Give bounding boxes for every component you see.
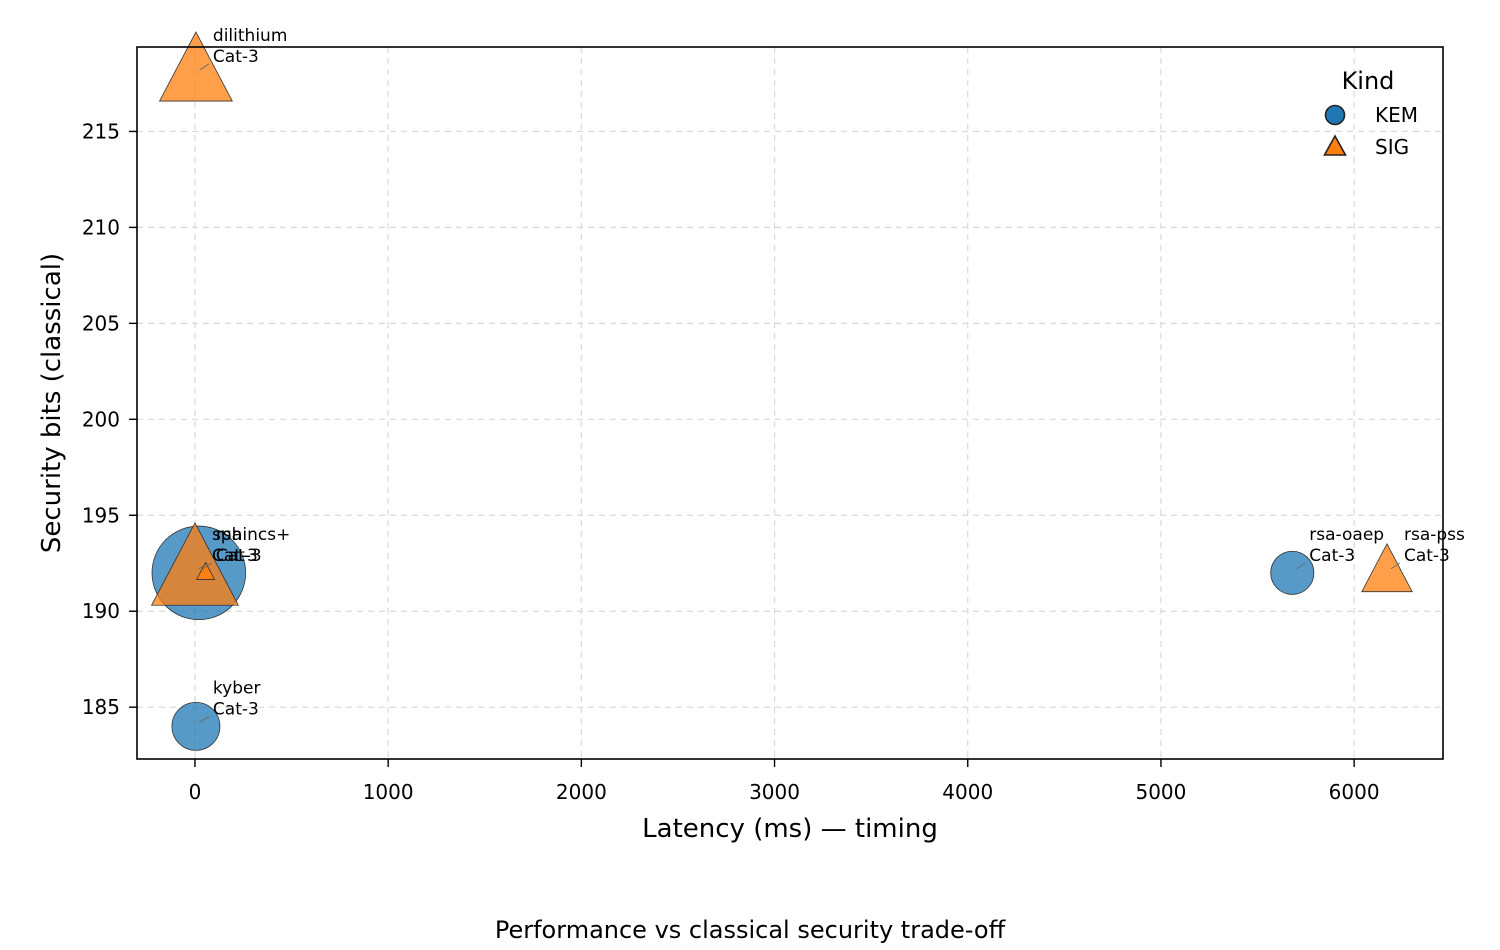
y-axis-ticks: 185 190 195 200 205 210 215: [82, 119, 137, 719]
label-leader-line: [202, 562, 213, 570]
x-tick-label: 0: [189, 780, 202, 804]
y-tick-label: 200: [82, 407, 120, 431]
x-axis-ticks: 0 1000 2000 3000 4000 5000 6000: [189, 759, 1380, 804]
x-axis-label: Latency (ms) — timing: [642, 814, 938, 844]
y-tick-label: 185: [82, 695, 120, 719]
y-tick-label: 210: [82, 215, 120, 239]
label-leader-line: [1390, 562, 1401, 570]
dilithium-sig-marker: [158, 31, 233, 102]
point-name-label: rsa-pss: [1404, 525, 1465, 545]
point-name-label: dilithium: [213, 26, 287, 46]
label-leader-line: [198, 562, 209, 570]
sphincsplus-sig-marker: [150, 522, 240, 606]
y-tick-label: 195: [82, 503, 120, 527]
y-tick-label: 215: [82, 119, 120, 143]
legend-title: Kind: [1342, 67, 1395, 95]
unlabeled-sig-marker: [195, 561, 216, 580]
point-category-label: Cat-3: [212, 546, 258, 566]
plot-frame: [136, 46, 1444, 760]
point-name-label: rsa-oaep: [1309, 525, 1384, 545]
label-leader-line: [199, 63, 210, 71]
x-tick-label: 4000: [942, 780, 993, 804]
legend-kem-marker: [1324, 104, 1346, 126]
x-tick-label: 2000: [556, 780, 607, 804]
point-name-label: sphincs+: [212, 525, 290, 545]
x-tick-label: 6000: [1329, 780, 1380, 804]
y-axis-label: Security bits (classical): [37, 253, 67, 553]
rsa-pss-sig-marker: [1361, 543, 1413, 593]
point-name-label: rsa: [216, 525, 242, 545]
x-tick-label: 5000: [1135, 780, 1186, 804]
x-tick-label: 1000: [363, 780, 414, 804]
grid: [137, 47, 1443, 759]
legend-sig-label: SIG: [1375, 135, 1409, 159]
y-tick-label: 190: [82, 599, 120, 623]
x-tick-label: 3000: [749, 780, 800, 804]
legend-sig-marker: [1323, 134, 1347, 156]
rsa-oaep-kem-marker: [1270, 550, 1315, 595]
kyber-kem-marker: [171, 701, 221, 751]
point-category-label: Cat-3: [213, 699, 259, 719]
label-leader-line: [1296, 562, 1306, 570]
y-tick-label: 205: [82, 311, 120, 335]
point-category-label: Cat-3: [216, 546, 262, 566]
point-category-label: Cat-3: [1309, 546, 1355, 566]
point-category-label: Cat-3: [1404, 546, 1450, 566]
point-name-label: kyber: [213, 678, 261, 698]
legend-kem-label: KEM: [1375, 103, 1418, 127]
point-category-label: Cat-3: [213, 47, 259, 67]
point-labels: kyberCat-3rsaCat-3sphincs+Cat-3dilithium…: [198, 26, 1465, 723]
label-leader-line: [199, 716, 210, 723]
legend: Kind KEM SIG: [1323, 67, 1418, 159]
chart-caption: Performance vs classical security trade-…: [495, 916, 1006, 944]
data-points: [150, 31, 1413, 751]
